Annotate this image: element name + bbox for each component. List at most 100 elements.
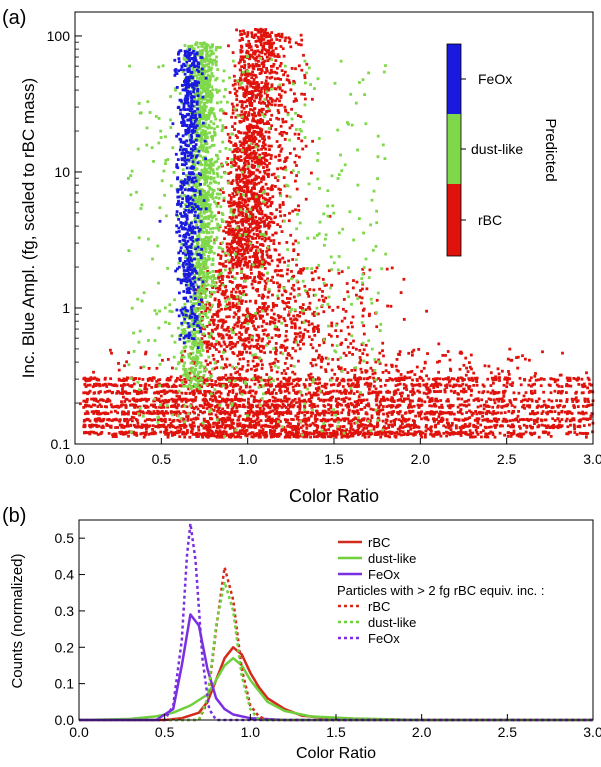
scatter-point: [114, 434, 117, 438]
scatter-point: [244, 317, 248, 320]
scatter-point: [269, 52, 273, 55]
scatter-point: [229, 270, 232, 274]
scatter-point: [207, 302, 211, 305]
scatter-point: [263, 308, 266, 312]
scatter-point: [278, 132, 282, 136]
scatter-point: [463, 400, 467, 404]
scatter-point: [271, 362, 275, 365]
scatter-point: [449, 389, 453, 393]
scatter-point: [247, 62, 251, 66]
scatter-point: [256, 311, 260, 315]
scatter-point: [260, 255, 264, 259]
scatter-point: [251, 64, 255, 68]
scatter-point: [253, 89, 257, 93]
scatter-point: [458, 384, 461, 388]
scatter-point: [392, 390, 396, 394]
scatter-point: [290, 418, 293, 421]
scatter-point: [210, 335, 213, 339]
scatter-point: [246, 251, 250, 254]
scatter-point: [288, 297, 292, 300]
scatter-point: [507, 431, 510, 434]
scatter-point: [221, 324, 224, 328]
scatter-point: [252, 67, 256, 71]
scatter-point: [259, 33, 263, 37]
scatter-point: [277, 269, 281, 273]
scatter-point: [175, 398, 179, 402]
scatter-point: [451, 404, 455, 407]
scatter-point: [487, 432, 491, 435]
scatter-point: [331, 432, 334, 435]
scatter-point: [561, 389, 564, 393]
scatter-point: [349, 431, 352, 435]
scatter-point: [350, 321, 353, 325]
scatter-point: [225, 333, 229, 337]
scatter-point: [449, 428, 453, 431]
scatter-point: [379, 435, 383, 439]
scatter-point: [240, 65, 243, 68]
scatter-point: [303, 284, 307, 288]
scatter-point: [313, 393, 317, 397]
scatter-point: [474, 428, 478, 432]
scatter-point: [303, 76, 307, 80]
scatter-point: [154, 406, 158, 409]
scatter-point: [221, 250, 225, 253]
scatter-point: [261, 62, 265, 66]
scatter-point: [241, 87, 245, 91]
scatter-point: [258, 212, 262, 215]
scatter-point: [236, 309, 240, 313]
scatter-point: [264, 431, 268, 434]
scatter-point: [254, 85, 258, 89]
scatter-point: [336, 417, 339, 421]
scatter-point: [578, 425, 582, 429]
scatter-point: [253, 111, 256, 115]
scatter-point: [255, 130, 258, 134]
scatter-point: [356, 380, 360, 383]
scatter-point: [439, 434, 443, 438]
scatter-point: [183, 422, 186, 426]
scatter-point: [267, 199, 271, 203]
scatter-point: [251, 114, 255, 117]
scatter-point: [243, 112, 247, 116]
scatter-point: [323, 435, 327, 439]
scatter-point: [254, 56, 258, 60]
scatter-point: [257, 68, 260, 71]
scatter-point: [257, 380, 261, 384]
scatter-point: [280, 429, 284, 432]
scatter-point: [348, 351, 351, 354]
scatter-point: [244, 256, 248, 259]
scatter-point: [304, 308, 308, 311]
scatter-point: [258, 139, 261, 143]
scatter-point: [589, 417, 592, 421]
scatter-point: [385, 390, 388, 394]
scatter-point: [118, 423, 122, 427]
scatter-point: [262, 141, 265, 145]
scatter-point: [231, 150, 235, 154]
scatter-point: [294, 299, 297, 303]
scatter-point: [255, 241, 259, 244]
scatter-point: [277, 434, 281, 438]
scatter-point: [280, 269, 283, 272]
scatter-point: [253, 107, 257, 110]
scatter-point: [260, 160, 263, 163]
scatter-point: [277, 424, 280, 428]
scatter-point: [330, 396, 333, 399]
scatter-point: [268, 109, 271, 113]
scatter-point: [272, 388, 276, 392]
scatter-point: [276, 223, 279, 226]
scatter-point: [300, 338, 304, 342]
scatter-point: [318, 287, 321, 291]
scatter-point: [235, 246, 239, 250]
scatter-point: [280, 230, 284, 233]
scatter-point: [377, 406, 381, 410]
scatter-point: [240, 105, 244, 109]
scatter-point: [235, 94, 239, 98]
scatter-point: [489, 425, 493, 429]
scatter-point: [236, 422, 239, 426]
scatter-point: [336, 305, 340, 309]
scatter-point: [328, 305, 331, 309]
scatter-point: [272, 435, 276, 438]
scatter-point: [258, 132, 261, 136]
scatter-point: [303, 73, 307, 77]
scatter-point: [268, 57, 272, 61]
scatter-point: [284, 420, 288, 424]
